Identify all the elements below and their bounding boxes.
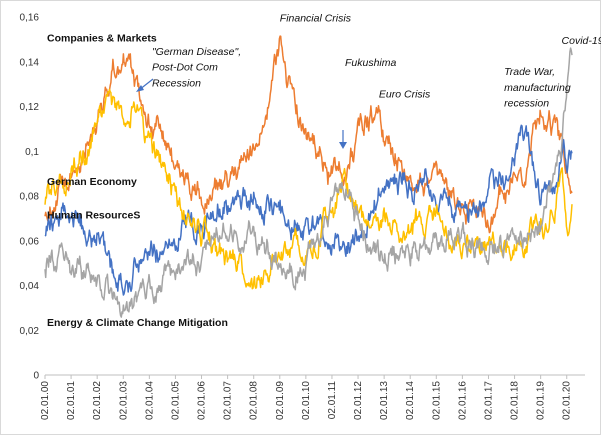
x-tick-label: 02.01.03 bbox=[118, 381, 129, 420]
x-tick-label: 02.01.16 bbox=[457, 381, 468, 420]
x-tick-label: 02.01.20 bbox=[562, 381, 573, 420]
y-tick-label: 0,02 bbox=[20, 326, 40, 337]
y-tick-label: 0,08 bbox=[20, 192, 40, 203]
x-tick-label: 02.01.18 bbox=[510, 381, 521, 420]
x-tick-label: 02.01.02 bbox=[92, 381, 103, 420]
x-tick-label: 02.01.08 bbox=[249, 381, 260, 420]
x-tick-label: 02.01.14 bbox=[405, 381, 416, 420]
annotation-text: Euro Crisis bbox=[379, 89, 431, 101]
annotation-text: Post-Dot Com bbox=[152, 62, 218, 74]
x-tick-label: 02.01.05 bbox=[170, 381, 181, 420]
arrow-head-icon bbox=[339, 142, 347, 149]
series-line-1 bbox=[44, 35, 573, 234]
x-tick-label: 02.01.06 bbox=[197, 381, 208, 420]
x-axis: 02.01.00 02.01.01 02.01.02 02.01.03 02.01.04… bbox=[40, 374, 585, 420]
series-label: German Economy bbox=[47, 176, 137, 188]
x-tick-label: 02.01.04 bbox=[144, 381, 155, 420]
x-tick-label: 02.01.12 bbox=[353, 381, 364, 420]
series-lines bbox=[44, 35, 573, 318]
x-tick-label: 02.01.00 bbox=[40, 381, 51, 420]
x-tick-label: 02.01.01 bbox=[66, 381, 77, 420]
series-line-2 bbox=[44, 124, 573, 296]
x-tick-label: 02.01.17 bbox=[483, 381, 494, 420]
annotation-text: Trade War, bbox=[504, 66, 555, 78]
x-tick-label: 02.01.11 bbox=[327, 381, 338, 420]
annotation-text: manufacturing bbox=[504, 82, 571, 94]
series-label: Companies & Markets bbox=[47, 33, 157, 45]
x-tick-label: 02.01.15 bbox=[431, 381, 442, 420]
annotation-text: Covid-19 Crisis bbox=[562, 35, 601, 47]
y-tick-label: 0,16 bbox=[20, 13, 40, 24]
y-tick-label: 0,06 bbox=[20, 236, 40, 247]
annotations: Financial Crisis Fukushima Euro Crisis "Ger… bbox=[136, 12, 601, 149]
annotation-text: recession bbox=[504, 98, 549, 110]
x-tick-label: 02.01.10 bbox=[301, 381, 312, 420]
y-tick-label: 0,14 bbox=[20, 57, 40, 68]
series-label: Human ResourceS bbox=[47, 209, 140, 221]
x-tick-label: 02.01.09 bbox=[275, 381, 286, 420]
arrow-head-icon bbox=[136, 85, 144, 92]
series-labels: Companies & Markets German Economy Human R… bbox=[47, 33, 228, 329]
annotation-text: Financial Crisis bbox=[280, 12, 352, 24]
y-tick-label: 0,12 bbox=[20, 102, 40, 113]
y-tick-label: 0 bbox=[33, 371, 39, 382]
annotation-text: Fukushima bbox=[345, 57, 397, 69]
y-tick-label: 0,1 bbox=[25, 147, 39, 158]
y-axis: 0 0,02 0,04 0,06 0,08 0,1 0,12 0,14 0,16 bbox=[20, 13, 40, 382]
annotation-text: Recession bbox=[152, 77, 201, 89]
x-tick-label: 02.01.13 bbox=[379, 381, 390, 420]
y-tick-label: 0,04 bbox=[20, 281, 40, 292]
x-tick-label: 02.01.07 bbox=[223, 381, 234, 420]
x-tick-label: 02.01.19 bbox=[536, 381, 547, 420]
annotation-text: "German Disease", bbox=[152, 46, 241, 58]
series-line-4 bbox=[44, 47, 573, 318]
series-label: Energy & Climate Change Mitigation bbox=[47, 317, 228, 329]
